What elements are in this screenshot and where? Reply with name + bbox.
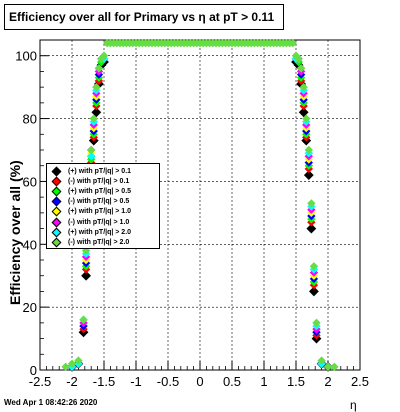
data-point xyxy=(306,223,317,234)
data-point xyxy=(79,315,88,324)
legend-entry: (-) with pT/|q| > 0.5 xyxy=(51,196,159,207)
y-tick-label: 80 xyxy=(23,112,37,127)
legend-entry: (+) with pT/|q| > 0.5 xyxy=(51,186,159,197)
data-point xyxy=(92,82,101,92)
legend-marker xyxy=(51,217,62,227)
legend-label: (-) with pT/|q| > 0.1 xyxy=(68,177,130,185)
x-tick-label: -1 xyxy=(130,374,142,389)
data-point xyxy=(294,54,303,64)
legend-marker xyxy=(51,206,62,217)
x-tick-label: 1 xyxy=(260,374,267,389)
legend-marker xyxy=(51,186,62,197)
data-point xyxy=(317,356,326,365)
y-tick-label: 20 xyxy=(23,300,37,315)
data-point xyxy=(299,82,308,92)
data-point xyxy=(87,145,96,155)
legend-label: (+) with pT/|q| > 0.5 xyxy=(68,187,132,195)
y-axis-label: Efficiency over all (%) xyxy=(7,160,23,305)
x-tick-label: -0.5 xyxy=(157,374,179,389)
data-point xyxy=(298,107,309,118)
x-tick-label: -2.5 xyxy=(29,374,51,389)
data-point xyxy=(74,356,83,365)
data-point xyxy=(99,51,109,60)
legend-marker xyxy=(51,176,62,187)
legend-entry: (+) with pT/|q| > 0.1 xyxy=(51,166,159,177)
data-point xyxy=(288,38,297,48)
x-tick-label: 0 xyxy=(196,374,203,389)
legend-label: (+) with pT/|q| > 1.0 xyxy=(68,208,132,216)
data-point xyxy=(323,362,333,372)
data-point xyxy=(296,64,306,73)
chart-title: Efficiency over all for Primary vs η at … xyxy=(4,4,284,30)
x-tick-label: 2 xyxy=(324,374,331,389)
legend-label: (+) with pT/|q| > 0.1 xyxy=(68,167,132,175)
data-point xyxy=(97,54,106,64)
data-point xyxy=(307,199,316,208)
data-point xyxy=(61,362,70,372)
series-8 xyxy=(61,38,339,372)
legend-entry: (+) with pT/|q| > 1.0 xyxy=(51,206,159,217)
legend-marker xyxy=(51,166,62,177)
data-point xyxy=(81,270,91,281)
data-point xyxy=(303,170,314,181)
x-tick-label: 1.5 xyxy=(287,374,305,389)
y-tick-label: 100 xyxy=(15,49,37,64)
data-point xyxy=(309,262,319,271)
data-point xyxy=(304,145,313,155)
y-tick-label: 40 xyxy=(23,237,37,252)
x-tick-label: 2.5 xyxy=(351,374,369,389)
data-point xyxy=(91,107,102,118)
y-tick-label: 60 xyxy=(23,174,37,189)
data-point xyxy=(309,286,319,297)
data-point xyxy=(330,362,339,372)
legend: (+) with pT/|q| > 0.1 (-) with pT/|q| > 0… xyxy=(46,163,160,249)
legend-entry: (-) with pT/|q| > 0.1 xyxy=(51,176,159,187)
data-point xyxy=(89,114,98,123)
legend-entry: (+) with pT/|q| > 2.0 xyxy=(51,227,159,238)
x-tick-label: -2 xyxy=(66,374,78,389)
x-tick-label: 0.5 xyxy=(223,374,241,389)
timestamp: Wed Apr 1 08:42:26 2020 xyxy=(4,398,98,407)
data-point xyxy=(94,64,104,73)
legend-label: (-) with pT/|q| > 1.0 xyxy=(68,218,130,226)
legend-marker xyxy=(51,227,62,238)
tick-labels: -2.5 -2 -1.5 -1 -0.5 0 0.5 1 1.5 2 2.5 0 20 40 60 80 100 xyxy=(15,49,369,389)
legend-label: (+) with pT/|q| > 2.0 xyxy=(68,228,132,236)
data-point xyxy=(67,359,77,368)
legend-label: (-) with pT/|q| > 2.0 xyxy=(68,238,130,246)
data-point xyxy=(312,318,321,328)
data-point xyxy=(302,114,311,123)
legend-label: (-) with pT/|q| > 0.5 xyxy=(68,198,130,206)
data-points xyxy=(61,38,339,372)
y-tick-label: 0 xyxy=(30,363,37,378)
data-point xyxy=(87,152,96,161)
legend-marker xyxy=(51,196,62,207)
x-tick-label: -1.5 xyxy=(93,374,115,389)
legend-marker xyxy=(51,237,62,248)
legend-entry: (-) with pT/|q| > 2.0 xyxy=(51,237,159,248)
legend-entry: (-) with pT/|q| > 1.0 xyxy=(51,217,159,227)
x-axis-label: η xyxy=(350,398,357,412)
